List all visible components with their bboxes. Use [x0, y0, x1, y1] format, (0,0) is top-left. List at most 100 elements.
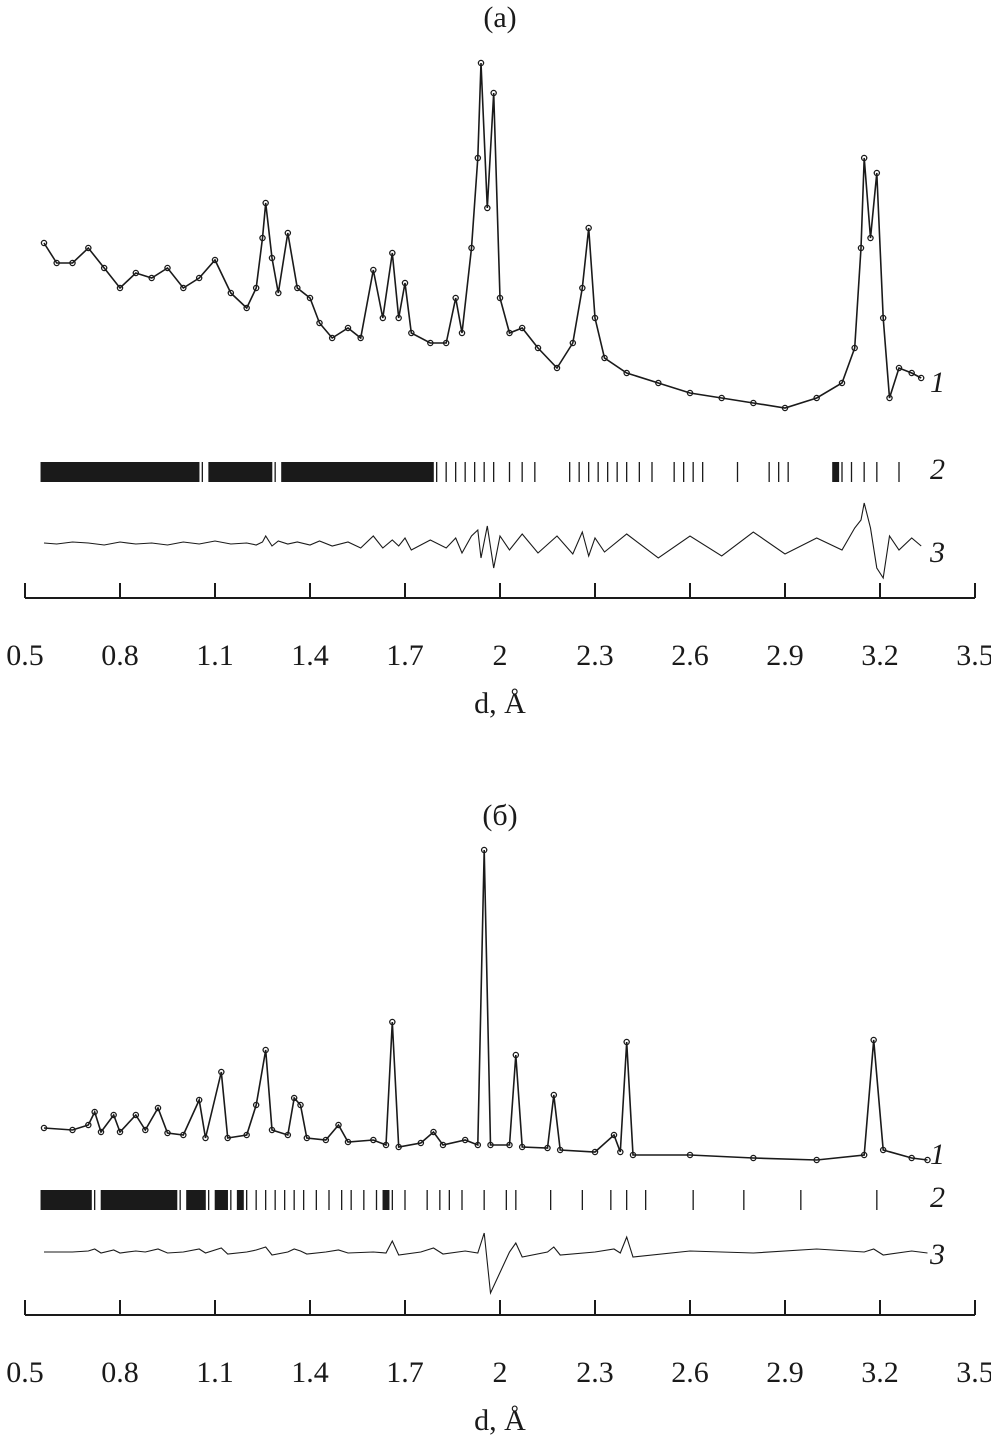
observed-point	[879, 314, 887, 322]
observed-point	[218, 1068, 225, 1076]
observed-point	[917, 374, 925, 382]
x-tick-label: 2	[493, 1356, 508, 1389]
observed-point	[132, 269, 140, 277]
x-tick-label: 0.8	[101, 639, 139, 672]
observed-point	[813, 1156, 820, 1164]
observed-point	[487, 1141, 494, 1149]
calculated-profile	[43, 849, 928, 1161]
observed-point	[91, 1108, 98, 1116]
x-tick-label: 2.6	[671, 639, 709, 672]
observed-point	[227, 289, 235, 297]
series-label: 3	[929, 1238, 945, 1271]
series-label: 1	[930, 366, 945, 399]
observed-point	[610, 1131, 618, 1139]
series-label: 3	[929, 536, 945, 569]
observed-point	[655, 379, 662, 387]
observed-point	[452, 294, 459, 302]
observed-point	[686, 389, 694, 397]
observed-point	[164, 264, 171, 272]
observed-point	[357, 334, 364, 342]
observed-point	[132, 1111, 140, 1119]
x-tick-label: 0.8	[101, 1356, 139, 1389]
observed-point	[154, 1104, 162, 1112]
observed-point	[284, 1131, 292, 1139]
observed-point	[224, 1134, 231, 1142]
observed-point	[85, 244, 92, 252]
observed-point	[461, 1136, 469, 1144]
observed-point	[442, 339, 450, 347]
x-tick-label: 1.4	[291, 639, 329, 672]
observed-point	[116, 1128, 124, 1136]
observed-point	[284, 229, 292, 237]
observed-point	[180, 284, 187, 292]
observed-point	[623, 369, 630, 377]
x-tick-label: 3.5	[956, 639, 991, 672]
x-tick-label: 0.5	[6, 1356, 44, 1389]
observed-point	[506, 1141, 513, 1149]
observed-point	[474, 1141, 482, 1149]
x-tick-label: 2	[493, 639, 508, 672]
observed-point	[85, 1121, 92, 1129]
calculated-profile	[43, 62, 922, 409]
observed-point	[750, 1154, 757, 1162]
x-tick-label: 2.3	[576, 639, 614, 672]
observed-point	[512, 1051, 520, 1059]
observed-point	[202, 1134, 209, 1142]
observed-point	[480, 846, 488, 854]
observed-point	[40, 239, 48, 247]
observed-point	[164, 1129, 171, 1137]
observed-point	[474, 154, 482, 162]
observed-point	[328, 334, 336, 342]
observed-point	[262, 1046, 269, 1054]
observed-point	[718, 394, 725, 402]
observed-point	[569, 339, 577, 347]
difference-curve	[44, 1232, 928, 1296]
observed-point	[496, 294, 504, 302]
observed-point	[110, 1111, 117, 1119]
observed-point	[211, 256, 219, 264]
observed-point	[195, 1096, 203, 1104]
observed-point	[544, 1144, 551, 1152]
x-tick-label: 2.9	[766, 639, 804, 672]
observed-point	[389, 249, 396, 257]
observed-point	[924, 1156, 931, 1164]
observed-point	[382, 1141, 390, 1149]
observed-point	[591, 314, 599, 322]
observed-point	[306, 294, 314, 302]
observed-point	[686, 1151, 694, 1159]
observed-point	[116, 284, 124, 292]
x-tick-label: 0.5	[6, 639, 44, 672]
x-tick-label: 3.5	[956, 1356, 991, 1389]
observed-point	[268, 254, 276, 262]
observed-point	[294, 284, 301, 292]
observed-point	[908, 369, 915, 377]
observed-point	[813, 394, 820, 402]
observed-point	[556, 1146, 564, 1154]
observed-point	[477, 59, 485, 67]
observed-point	[268, 1126, 276, 1134]
observed-point	[458, 329, 466, 337]
x-tick-label: 3.2	[861, 639, 899, 672]
observed-point	[243, 1131, 250, 1139]
observed-point	[430, 1128, 437, 1136]
observed-point	[401, 279, 409, 287]
observed-point	[97, 1128, 105, 1136]
observed-point	[870, 1036, 877, 1044]
observed-point	[252, 1101, 260, 1109]
observed-point	[484, 204, 491, 212]
observed-point	[290, 1094, 298, 1102]
observed-point	[629, 1151, 637, 1159]
observed-point	[591, 1148, 599, 1156]
x-axis-label: d, Å	[474, 687, 526, 720]
observed-point	[53, 259, 60, 267]
x-tick-label: 2.6	[671, 1356, 709, 1389]
observed-point	[623, 1038, 630, 1046]
observed-point	[379, 314, 387, 322]
observed-point	[506, 329, 513, 337]
observed-point	[427, 339, 434, 347]
observed-point	[617, 1148, 624, 1156]
x-tick-label: 2.9	[766, 1356, 804, 1389]
observed-point	[275, 289, 282, 297]
x-tick-label: 1.1	[196, 639, 234, 672]
